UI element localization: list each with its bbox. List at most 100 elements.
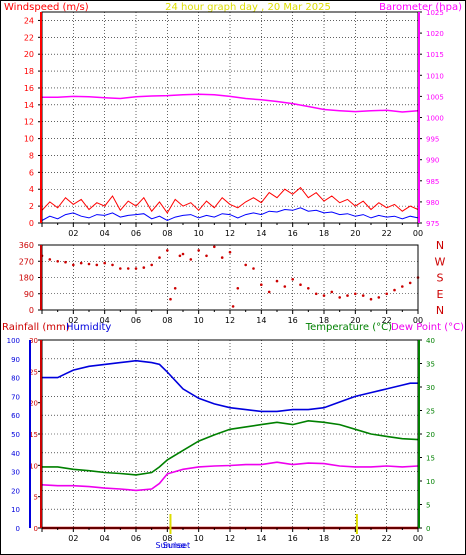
temperature-xtick-label: 10 [194, 534, 204, 543]
wind-axis-label: Windspeed (m/s) [4, 2, 89, 13]
rainfall-ytick-label: 0 [34, 525, 38, 533]
windspeed-line [41, 186, 419, 214]
barometer-axis-label: Barometer (hpa) [379, 2, 462, 13]
wind-direction-point [361, 294, 365, 297]
temperature-ytick-label: 10 [426, 478, 435, 486]
wind-ytick-label: 0 [29, 219, 34, 228]
wind-direction-point [228, 250, 232, 254]
wind-direction-point [338, 296, 342, 299]
wind-direction-point [393, 288, 396, 292]
direction-xtick-label: 18 [319, 316, 329, 325]
wind-direction-point [401, 285, 404, 288]
humidity-ytick-label: 70 [11, 393, 20, 401]
wind-xtick-label: 04 [100, 229, 110, 238]
wind-ytick-label: 12 [24, 118, 34, 127]
barometer-line [42, 93, 419, 113]
wind-direction-point [142, 266, 146, 269]
direction-xtick-label: 12 [225, 316, 235, 325]
direction-xtick-label: 04 [100, 316, 110, 325]
wind-ytick-label: 8 [29, 151, 34, 160]
wind-direction-point [189, 258, 193, 261]
wind-average-line [41, 207, 419, 222]
wind-direction-point [173, 287, 177, 290]
wind-xtick-label: 06 [131, 229, 141, 238]
wind-panel-axes: 0246810121416182022249759809859909951000… [24, 9, 444, 238]
temperature-xtick-label: 18 [319, 534, 329, 543]
rainfall-ytick-label: 20 [29, 400, 38, 408]
wind-panel-grid [42, 12, 418, 223]
wind-xtick-label: 14 [256, 229, 266, 238]
wind-xtick-label: 00 [413, 229, 423, 238]
wind-ytick-label: 18 [24, 67, 34, 76]
temperature-xtick-label: 00 [413, 534, 423, 543]
wind-direction-point [330, 290, 334, 294]
wind-direction-point [178, 254, 182, 258]
wind-direction-point [166, 249, 169, 252]
wind-direction-point [299, 283, 302, 287]
rainfall-axis-label: Rainfall (mm) [2, 322, 70, 333]
rainfall-ytick-label: 25 [29, 368, 38, 376]
temperature-xtick-label: 04 [100, 534, 110, 543]
wind-direction-point [205, 254, 208, 258]
wind-direction-point [346, 294, 349, 297]
wind-xtick-label: 12 [225, 229, 235, 238]
direction-xtick-label: 06 [131, 316, 141, 325]
direction-panel-grid [42, 245, 418, 310]
temperature-ytick-label: 40 [426, 337, 435, 345]
wind-direction-point [134, 267, 138, 270]
barometer-ytick-label: 1010 [426, 72, 444, 80]
barometer-ytick-label: 1025 [426, 9, 444, 17]
humidity-axis-label: Humidity [66, 322, 111, 333]
sunrise-label: Sunrise [156, 541, 186, 550]
wind-direction-point [291, 278, 295, 281]
wind-direction-point [275, 279, 279, 283]
wind-direction-point [48, 258, 52, 261]
wind-direction-point [260, 283, 263, 287]
humidity-ytick-label: 90 [11, 356, 20, 364]
temperature-axis-label: Temperature (°C) [305, 322, 392, 333]
direction-ytick-label: 360 [19, 241, 34, 250]
humidity-ytick-label: 100 [7, 337, 20, 345]
wind-ytick-label: 6 [29, 168, 34, 177]
wind-xtick-label: 18 [319, 229, 329, 238]
wind-direction-point [111, 263, 114, 267]
rainfall-ytick-label: 30 [29, 337, 38, 345]
temperature-ytick-label: 25 [426, 408, 435, 416]
temperature-ytick-label: 0 [426, 525, 430, 533]
humidity-ytick-label: 0 [16, 525, 20, 533]
direction-ytick-label: 0 [29, 306, 34, 315]
temperature-ytick-label: 20 [426, 431, 435, 439]
wind-direction-point [56, 260, 59, 263]
wind-direction-point [236, 287, 240, 290]
temperature-xtick-label: 22 [382, 534, 392, 543]
direction-xtick-label: 08 [162, 316, 172, 325]
wind-ytick-label: 22 [24, 33, 34, 42]
humidity-line [42, 359, 418, 413]
wind-xtick-label: 10 [194, 229, 204, 238]
wind-direction-point [119, 267, 122, 270]
compass-label: S [437, 272, 444, 285]
wind-direction-point [408, 281, 412, 285]
wind-ytick-label: 4 [29, 185, 34, 194]
wind-direction-point [307, 287, 310, 290]
wind-xtick-label: 08 [162, 229, 172, 238]
wind-direction-point [181, 252, 185, 256]
compass-label: W [435, 255, 446, 268]
wind-xtick-label: 20 [350, 229, 360, 238]
barometer-ytick-label: 1005 [426, 93, 444, 101]
direction-panel-series [40, 245, 420, 308]
direction-ytick-label: 90 [24, 290, 34, 299]
direction-panel-axes: 0 N 90 E 180 S 270 W 360 N 02 04 06 08 10 12 14 16 18 20 22 0… [19, 239, 446, 325]
wind-ytick-label: 20 [24, 50, 34, 59]
temperature-ytick-label: 15 [426, 455, 435, 463]
rainfall-ytick-label: 5 [34, 494, 38, 502]
graph-title: 24 hour graph day , 20 Mar 2025 [165, 2, 331, 13]
direction-xtick-label: 10 [194, 316, 204, 325]
temperature-panel-grid [42, 340, 418, 528]
barometer-ytick-label: 975 [426, 220, 439, 228]
humidity-ytick-label: 20 [11, 487, 20, 495]
wind-ytick-label: 2 [29, 202, 34, 211]
wind-xtick-label: 22 [382, 229, 392, 238]
